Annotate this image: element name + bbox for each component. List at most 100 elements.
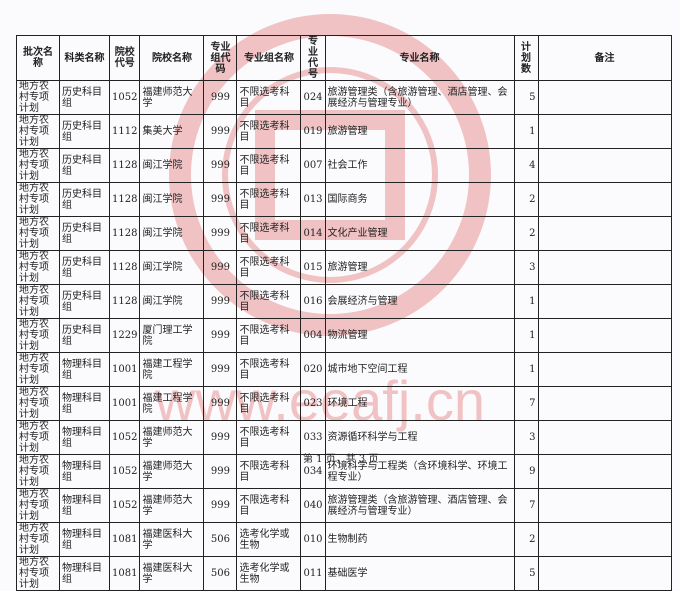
table-cell: 024: [300, 80, 326, 115]
table-cell: 999: [203, 488, 238, 523]
column-header: 批次名称: [16, 35, 60, 81]
table-cell: 地方农村专项计划: [16, 352, 60, 387]
table-cell: 999: [203, 352, 238, 387]
table-cell: [537, 352, 672, 387]
table-cell: 福建师范大学: [139, 454, 205, 489]
table-cell: 010: [300, 522, 326, 557]
table-cell: 国际商务: [324, 182, 515, 217]
table-row: 地方农村专项计划 历史科目组 1128 闽江学院 999 不限选考科目 007 社会工作 4: [16, 148, 672, 183]
table-cell: 不限选考科目: [236, 318, 302, 353]
column-header: 科类名称: [59, 35, 110, 81]
table-cell: 地方农村专项计划: [16, 488, 60, 523]
table-cell: 物流管理: [324, 318, 515, 353]
table-cell: 福建师范大学: [139, 420, 205, 455]
table-cell: 不限选考科目: [236, 80, 302, 115]
table-cell: 地方农村专项计划: [16, 420, 60, 455]
table-cell: [537, 284, 672, 319]
table-cell: 闽江学院: [139, 182, 205, 217]
table-cell: 1: [513, 352, 539, 387]
table-cell: 不限选考科目: [236, 284, 302, 319]
table-cell: 福建师范大学: [139, 80, 205, 115]
table-cell: 历史科目组: [59, 250, 110, 285]
table-cell: 999: [203, 114, 238, 149]
table-cell: 5: [513, 80, 539, 115]
table-cell: 旅游管理类（含旅游管理、酒店管理、会展经济与管理专业）: [324, 488, 515, 523]
table-row: 地方农村专项计划 历史科目组 1052 福建师范大学 999 不限选考科目 024 旅游管理类…: [16, 80, 672, 115]
table-cell: 999: [203, 318, 238, 353]
table-cell: 物理科目组: [59, 386, 110, 421]
table-cell: 1112: [108, 114, 141, 149]
table-cell: 014: [300, 216, 326, 251]
admission-plan-table: 批次名称 科类名称 院校代号 院校名称 专业组代码 专业组名称 专业代号 专业名称 计划数 备注 …: [16, 35, 672, 591]
table-cell: 2: [513, 182, 539, 217]
table-cell: 集美大学: [139, 114, 205, 149]
table-cell: 不限选考科目: [236, 488, 302, 523]
table-cell: 历史科目组: [59, 148, 110, 183]
table-cell: 物理科目组: [59, 522, 110, 557]
table-row: 地方农村专项计划 历史科目组 1128 闽江学院 999 不限选考科目 016 会展经济与管理…: [16, 284, 672, 319]
table-cell: 023: [300, 386, 326, 421]
table-cell: 020: [300, 352, 326, 387]
table-cell: 旅游管理: [324, 250, 515, 285]
column-header: 专业代号: [300, 35, 326, 81]
table-cell: 不限选考科目: [236, 454, 302, 489]
table-cell: 1: [513, 114, 539, 149]
table-cell: 1001: [108, 386, 141, 421]
table-row: 地方农村专项计划 历史科目组 1128 闽江学院 999 不限选考科目 015 旅游管理 3: [16, 250, 672, 285]
table-cell: 999: [203, 80, 238, 115]
table-cell: 1128: [108, 182, 141, 217]
table-cell: 999: [203, 216, 238, 251]
table-cell: 选考化学或生物: [236, 556, 302, 591]
table-cell: 不限选考科目: [236, 216, 302, 251]
table-cell: 旅游管理类（含旅游管理、酒店管理、会展经济与管理专业）: [324, 80, 515, 115]
table-cell: 福建医科大学: [139, 522, 205, 557]
table-cell: 1001: [108, 352, 141, 387]
table-cell: 1052: [108, 488, 141, 523]
table-cell: 资源循环科学与工程: [324, 420, 515, 455]
table-cell: 社会工作: [324, 148, 515, 183]
table-cell: 地方农村专项计划: [16, 318, 60, 353]
table-cell: 1128: [108, 284, 141, 319]
table-cell: 9: [513, 454, 539, 489]
column-header: 专业组名称: [236, 35, 302, 81]
table-row: 地方农村专项计划 历史科目组 1112 集美大学 999 不限选考科目 019 旅游管理 1: [16, 114, 672, 149]
table-cell: 016: [300, 284, 326, 319]
table-cell: 1052: [108, 420, 141, 455]
table-cell: 生物制药: [324, 522, 515, 557]
table-cell: 地方农村专项计划: [16, 148, 60, 183]
table-cell: 7: [513, 488, 539, 523]
table-cell: 999: [203, 250, 238, 285]
table-cell: [537, 148, 672, 183]
table-cell: 1052: [108, 454, 141, 489]
table-row: 地方农村专项计划 物理科目组 1052 福建师范大学 999 不限选考科目 040 旅游管理类…: [16, 488, 672, 523]
table-cell: 城市地下空间工程: [324, 352, 515, 387]
table-cell: 999: [203, 284, 238, 319]
table-cell: 选考化学或生物: [236, 522, 302, 557]
table-row: 地方农村专项计划 物理科目组 1001 福建工程学院 999 不限选考科目 023 环境工程 7: [16, 386, 672, 421]
table-cell: 1081: [108, 556, 141, 591]
table-cell: 物理科目组: [59, 352, 110, 387]
table-cell: 地方农村专项计划: [16, 386, 60, 421]
table-cell: 地方农村专项计划: [16, 250, 60, 285]
column-header: 院校名称: [139, 35, 205, 81]
table-cell: 999: [203, 386, 238, 421]
table-cell: 历史科目组: [59, 80, 110, 115]
table-cell: [537, 522, 672, 557]
table-row: 地方农村专项计划 历史科目组 1128 闽江学院 999 不限选考科目 014 文化产业管理 2: [16, 216, 672, 251]
column-header: 院校代号: [108, 35, 141, 81]
table-cell: 7: [513, 386, 539, 421]
table-cell: 地方农村专项计划: [16, 522, 60, 557]
table-row: 地方农村专项计划 物理科目组 1052 福建师范大学 999 不限选考科目 033 资源循环科…: [16, 420, 672, 455]
table-header: 批次名称 科类名称 院校代号 院校名称 专业组代码 专业组名称 专业代号 专业名称 计划数 备注: [16, 35, 672, 81]
table-cell: 不限选考科目: [236, 386, 302, 421]
table-cell: [537, 114, 672, 149]
table-cell: 地方农村专项计划: [16, 80, 60, 115]
table-cell: 历史科目组: [59, 182, 110, 217]
table-cell: 2: [513, 522, 539, 557]
table-cell: 019: [300, 114, 326, 149]
table-cell: 旅游管理: [324, 114, 515, 149]
table-cell: 不限选考科目: [236, 352, 302, 387]
table-cell: 福建医科大学: [139, 556, 205, 591]
table-cell: 1052: [108, 80, 141, 115]
table-cell: 5: [513, 556, 539, 591]
